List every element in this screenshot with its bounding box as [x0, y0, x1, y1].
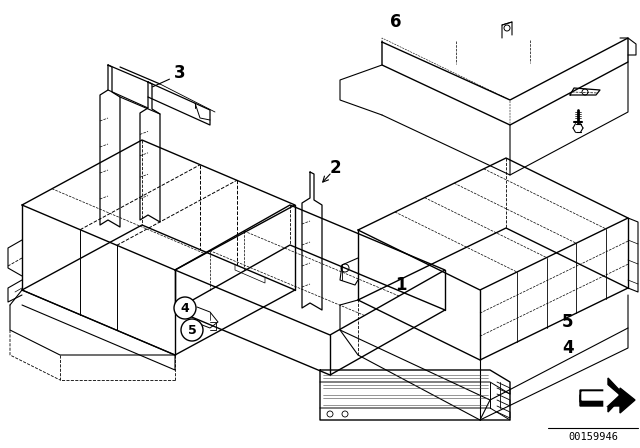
Polygon shape [580, 388, 635, 413]
Text: 3: 3 [174, 64, 186, 82]
Text: 2: 2 [330, 159, 342, 177]
Text: 4: 4 [180, 302, 189, 314]
Circle shape [181, 319, 203, 341]
Text: 00159946: 00159946 [568, 432, 618, 442]
Text: 5: 5 [562, 313, 573, 331]
Text: 5: 5 [188, 323, 196, 336]
Text: 1: 1 [395, 276, 406, 294]
Text: 4: 4 [562, 339, 573, 357]
Polygon shape [582, 383, 618, 408]
Circle shape [174, 297, 196, 319]
Text: 6: 6 [390, 13, 401, 31]
Polygon shape [580, 378, 624, 412]
